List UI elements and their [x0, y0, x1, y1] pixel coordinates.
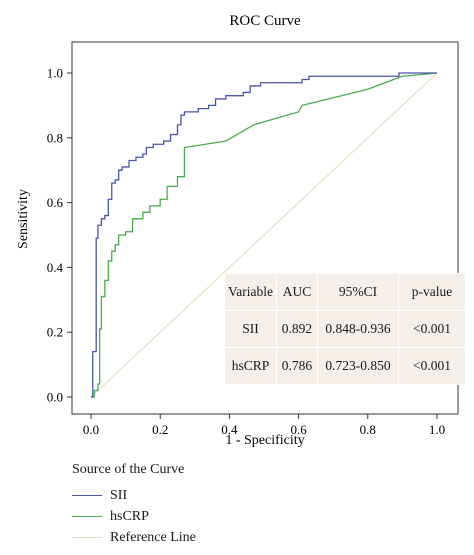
- series-line-hscrp: [91, 72, 438, 398]
- table-header-cell: Variable: [224, 273, 277, 311]
- table-cell: SII: [224, 310, 277, 348]
- table-row: hsCRP 0.786 0.723-0.850 <0.001: [224, 347, 466, 385]
- series-line-reference-line: [90, 72, 438, 398]
- table-cell: 0.723-0.850: [316, 347, 399, 385]
- table-cell: 0.786: [275, 347, 318, 385]
- legend-label: Reference Line: [110, 529, 196, 545]
- table-cell: 0.892: [275, 310, 318, 348]
- x-tick-label: 0.4: [221, 422, 238, 437]
- table-header-cell: p-value: [397, 273, 466, 311]
- table-row: SII 0.892 0.848-0.936 <0.001: [224, 310, 466, 348]
- table-header-cell: AUC: [275, 273, 318, 311]
- auc-table: Variable AUC 95%CI p-value SII 0.892 0.8…: [224, 273, 466, 385]
- x-axis-label: 1 - Specificity: [225, 433, 304, 448]
- x-tick-label: 1.0: [429, 422, 445, 437]
- axis-ticks: 0.0 0.2 0.4 0.6 0.8 1.0 0.0 0.2 0.4 0.6 0.8 1.0: [47, 66, 445, 438]
- chart-title: ROC Curve: [229, 13, 301, 29]
- legend-label: hsCRP: [110, 508, 149, 524]
- legend-item-reference-line: Reference Line: [72, 527, 196, 548]
- legend-label: SII: [110, 487, 128, 503]
- y-tick-label: 0.2: [47, 325, 63, 340]
- legend-swatch: [72, 516, 102, 517]
- table-cell: <0.001: [397, 310, 466, 348]
- table-header-row: Variable AUC 95%CI p-value: [224, 273, 466, 311]
- y-tick-label: 0.8: [47, 130, 63, 145]
- x-tick-label: 0.2: [152, 422, 168, 437]
- table-cell: 0.848-0.936: [316, 310, 399, 348]
- y-axis-label: Sensitivity: [16, 189, 31, 249]
- x-tick-label: 0.8: [360, 422, 376, 437]
- y-tick-label: 0.6: [47, 195, 64, 210]
- x-tick-label: 0.0: [83, 422, 99, 437]
- legend-item-sii: SII: [72, 485, 196, 506]
- plot-frame: [71, 41, 459, 415]
- y-tick-label: 0.4: [47, 260, 64, 275]
- table-cell: hsCRP: [224, 347, 277, 385]
- roc-chart: ROC Curve 0.0 0.2 0.4 0.6 0.8 1.0 0.0 0.2 0.4 0.6…: [16, 13, 459, 448]
- series-line-sii: [91, 72, 437, 398]
- series-lines: [90, 72, 438, 398]
- legend: Source of the Curve SII hsCRP Reference …: [72, 462, 196, 548]
- y-tick-label: 1.0: [47, 66, 63, 81]
- legend-swatch: [72, 537, 102, 538]
- table-header-cell: 95%CI: [316, 273, 399, 311]
- table-cell: <0.001: [397, 347, 466, 385]
- legend-title: Source of the Curve: [72, 462, 185, 477]
- x-tick-label: 0.6: [290, 422, 307, 437]
- legend-item-hscrp: hsCRP: [72, 506, 196, 527]
- y-tick-label: 0.0: [47, 390, 63, 405]
- legend-swatch: [72, 495, 102, 496]
